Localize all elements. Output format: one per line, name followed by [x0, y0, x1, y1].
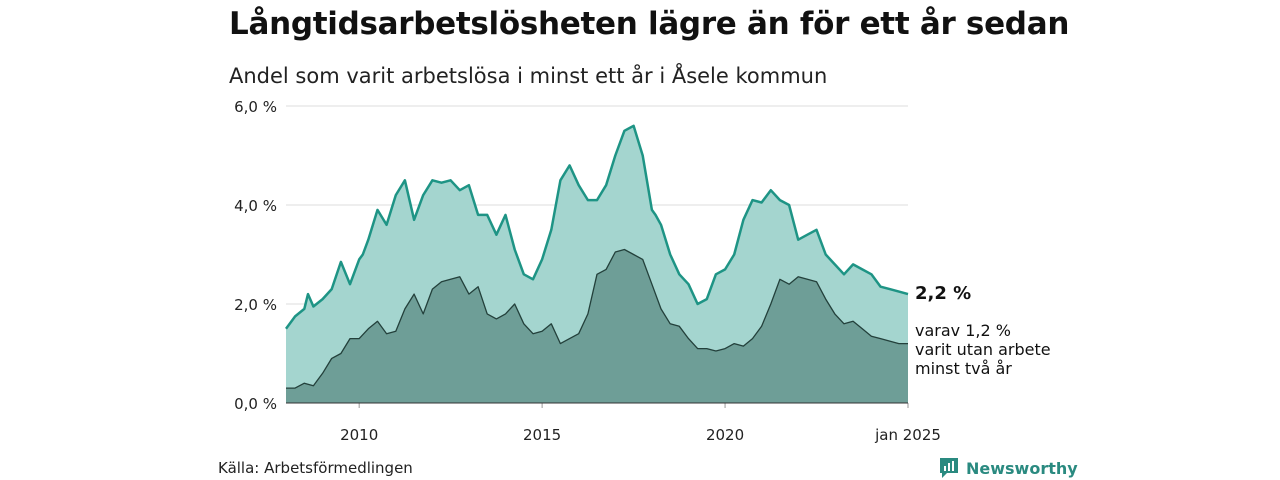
- chart-subtitle: Andel som varit arbetslösa i minst ett å…: [229, 64, 828, 88]
- brand-name: Newsworthy: [966, 458, 1078, 478]
- y-tick-label: 6,0 %: [234, 98, 277, 116]
- chart-axes: 0,0 % 2,0 % 4,0 % 6,0 % 2010 2015 2020 jan 2025: [234, 98, 941, 444]
- source-note: Källa: Arbetsförmedlingen: [218, 459, 413, 477]
- end-label-total: 2,2 %: [915, 283, 971, 304]
- y-tick-label: 2,0 %: [234, 296, 277, 314]
- newsworthy-logo-icon: [940, 458, 958, 478]
- chart-end-labels: 2,2 % varav 1,2 % varit utan arbete minst t…: [915, 283, 1051, 378]
- y-tick-label: 4,0 %: [234, 197, 277, 215]
- series-two-years-line: [286, 248, 908, 389]
- x-tick-label: jan 2025: [874, 426, 941, 444]
- series-two-years-area: [286, 249, 908, 403]
- y-tick-label: 0,0 %: [234, 395, 277, 413]
- x-tick-label: 2010: [340, 426, 378, 444]
- chart-areas: [284, 124, 909, 404]
- x-tick-label: 2015: [523, 426, 561, 444]
- series-total-line: [284, 124, 909, 330]
- x-tick-label: 2020: [706, 426, 744, 444]
- brand[interactable]: Newsworthy: [938, 456, 1078, 480]
- end-label-two-years: varav 1,2 % varit utan arbete minst två år: [915, 321, 1051, 378]
- chart-title: Långtidsarbetslösheten lägre än för ett …: [229, 6, 1070, 42]
